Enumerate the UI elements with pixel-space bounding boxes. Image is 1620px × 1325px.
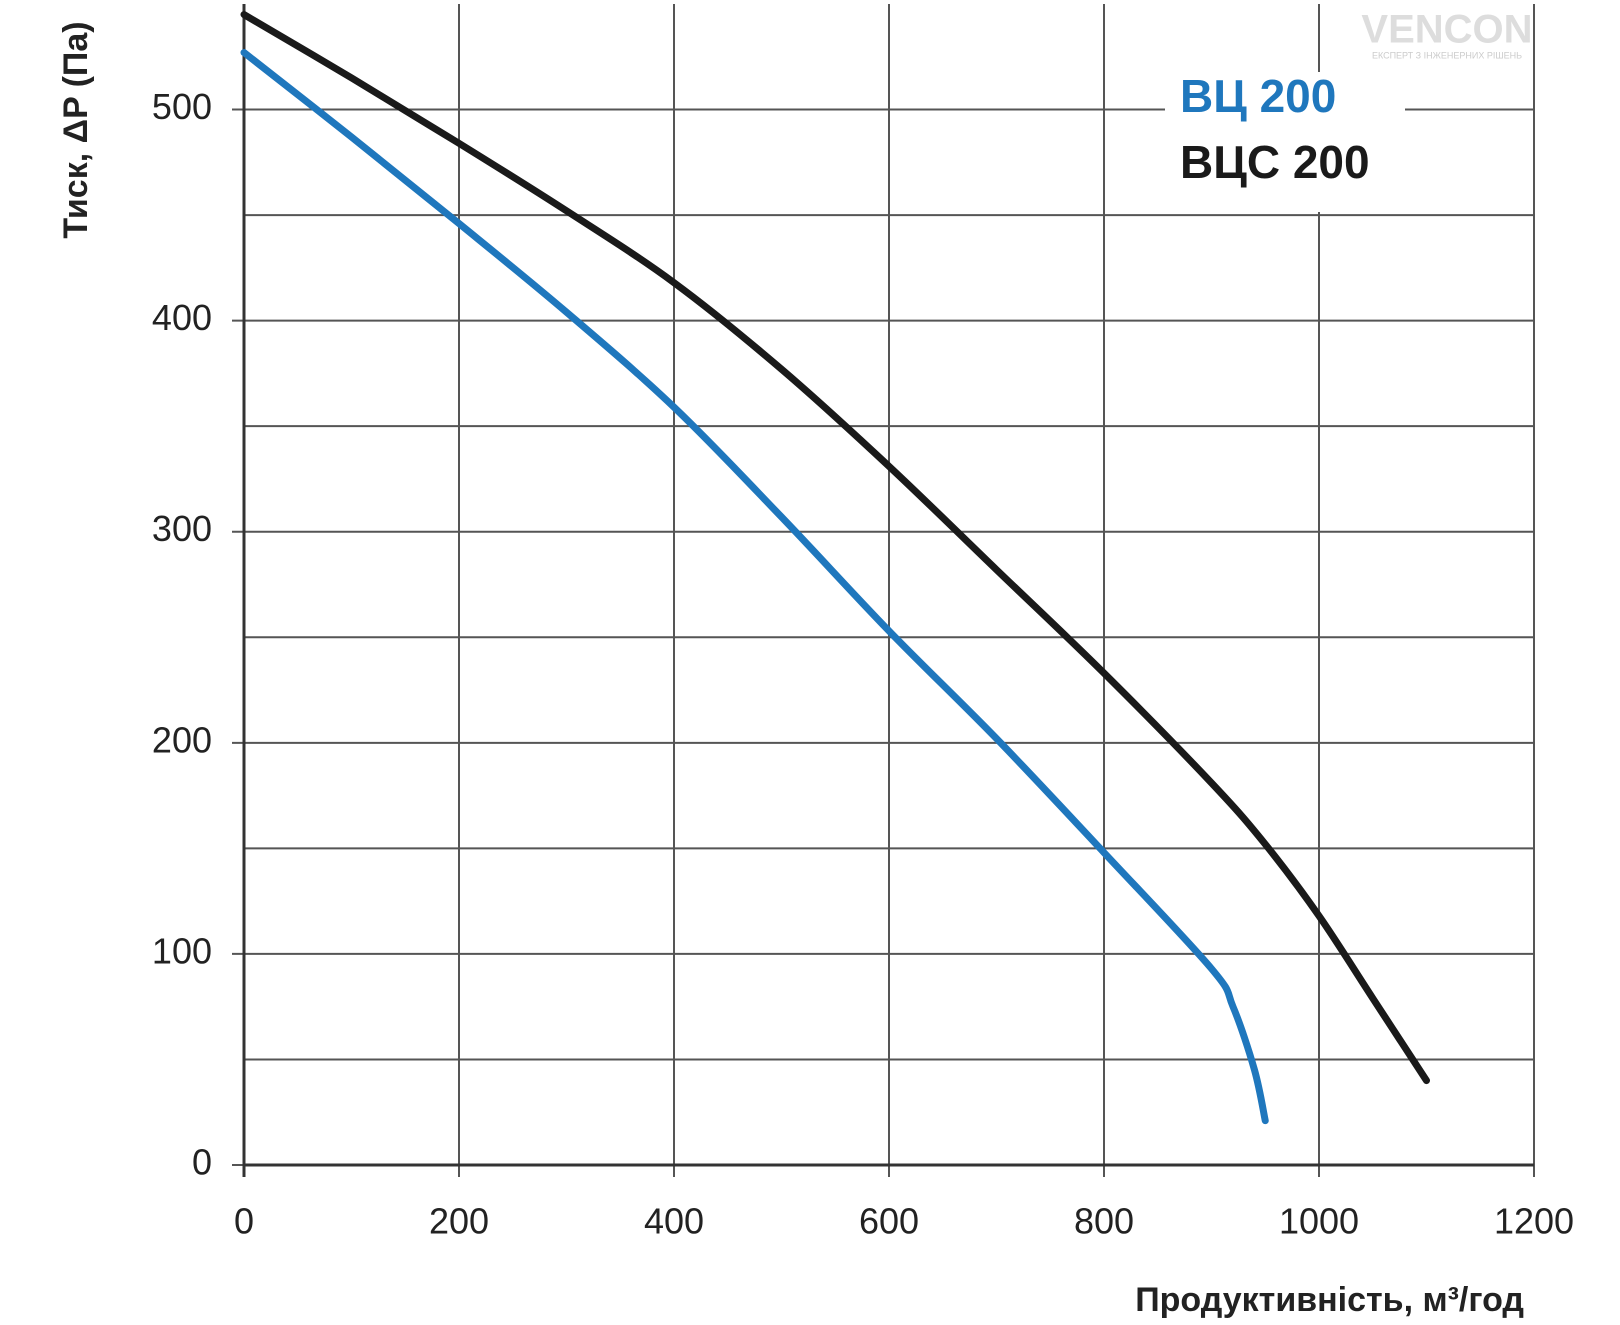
x-axis-title: Продуктивність, м³/год: [1135, 1281, 1524, 1319]
x-tick-label: 1000: [1279, 1201, 1359, 1242]
y-tick-label: 500: [152, 86, 212, 127]
y-tick-label: 400: [152, 297, 212, 338]
x-tick-label: 800: [1074, 1201, 1134, 1242]
y-tick-label: 300: [152, 508, 212, 549]
legend-box: [1165, 72, 1405, 212]
x-tick-label: 0: [234, 1201, 254, 1242]
watermark-subtitle: ЕКСПЕРТ З ІНЖЕНЕРНИХ РІШЕНЬ: [1372, 50, 1522, 60]
x-tick-label: 600: [859, 1201, 919, 1242]
y-axis-title: Тиск, ΔP (Па): [57, 21, 95, 238]
legend-label: ВЦ 200: [1180, 70, 1336, 122]
legend-label: ВЦС 200: [1180, 136, 1370, 188]
series-line: [240, 49, 1269, 1125]
watermark: VENCON: [1361, 8, 1532, 52]
x-tick-label: 200: [429, 1201, 489, 1242]
y-tick-label: 200: [152, 719, 212, 760]
x-tick-label: 1200: [1494, 1201, 1574, 1242]
series-line: [240, 11, 1430, 1085]
y-tick-label: 0: [192, 1142, 212, 1183]
y-tick-label: 100: [152, 930, 212, 971]
x-tick-label: 400: [644, 1201, 704, 1242]
